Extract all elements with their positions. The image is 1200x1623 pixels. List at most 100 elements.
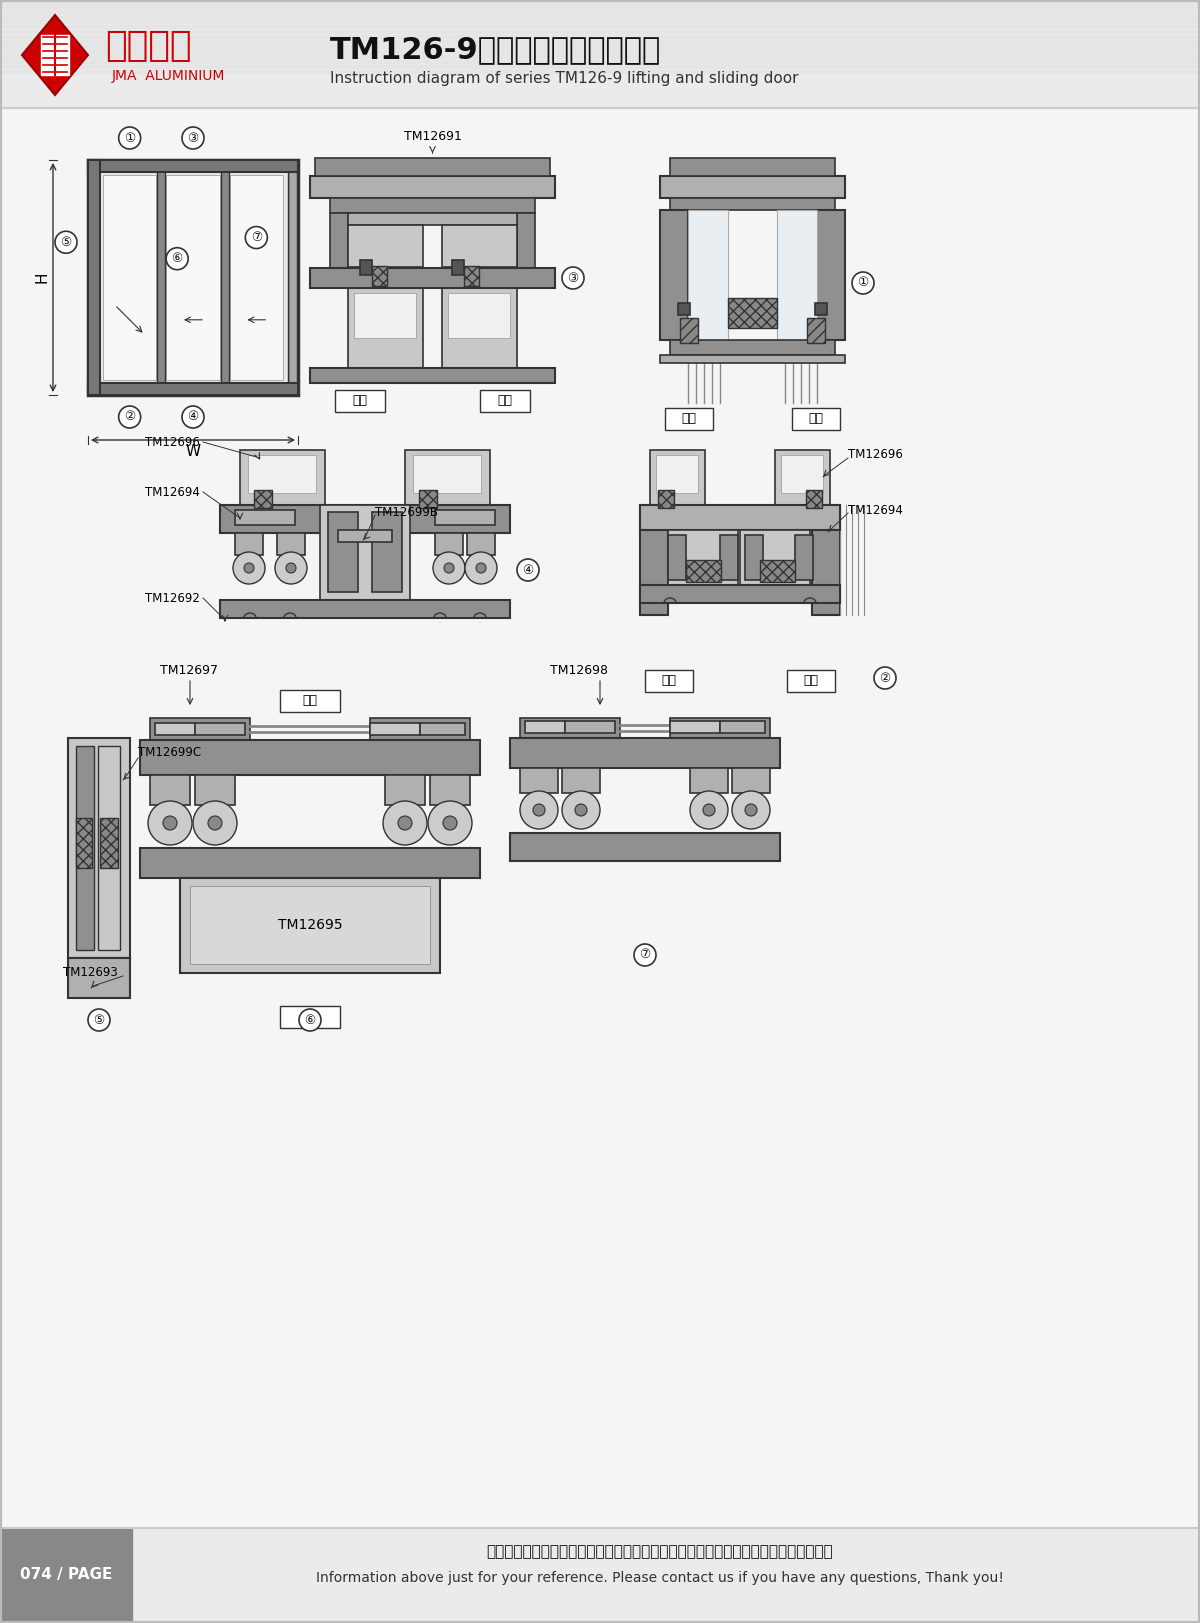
- Bar: [781, 454, 823, 493]
- Bar: [0, 60, 1200, 63]
- Bar: [0, 45, 1200, 49]
- Bar: [670, 157, 835, 175]
- Text: ③: ③: [568, 271, 578, 284]
- Bar: [140, 740, 480, 776]
- Bar: [370, 722, 420, 735]
- Text: ①: ①: [124, 131, 136, 144]
- Circle shape: [732, 790, 770, 829]
- Circle shape: [286, 563, 296, 573]
- Bar: [448, 294, 510, 338]
- Circle shape: [244, 563, 254, 573]
- Bar: [385, 776, 425, 805]
- Circle shape: [575, 803, 587, 816]
- Text: TM12698: TM12698: [550, 664, 608, 677]
- Circle shape: [520, 790, 558, 829]
- Bar: [0, 36, 1200, 37]
- Text: ②: ②: [124, 411, 136, 424]
- Bar: [668, 536, 686, 579]
- Bar: [98, 747, 120, 949]
- Bar: [670, 717, 770, 738]
- Bar: [0, 0, 1200, 3]
- Bar: [520, 768, 558, 794]
- Text: TM12697: TM12697: [160, 664, 218, 677]
- Bar: [100, 818, 118, 868]
- Bar: [0, 15, 1200, 18]
- Bar: [0, 24, 1200, 28]
- Bar: [442, 226, 517, 268]
- Bar: [520, 717, 620, 738]
- Bar: [660, 355, 845, 364]
- Bar: [254, 490, 272, 508]
- Text: H: H: [35, 271, 49, 284]
- Text: ⑤: ⑤: [94, 1013, 104, 1026]
- Circle shape: [443, 816, 457, 829]
- Circle shape: [562, 268, 584, 289]
- Bar: [88, 161, 100, 394]
- Text: 室内: 室内: [353, 394, 367, 407]
- Bar: [98, 170, 161, 385]
- Bar: [688, 209, 728, 339]
- Text: ④: ④: [187, 411, 199, 424]
- Bar: [436, 532, 463, 555]
- Circle shape: [476, 563, 486, 573]
- Bar: [310, 175, 554, 198]
- Bar: [650, 450, 706, 505]
- Bar: [88, 161, 298, 394]
- Bar: [442, 287, 517, 368]
- Bar: [670, 721, 720, 734]
- Text: ⑤: ⑤: [60, 235, 72, 248]
- Bar: [68, 738, 130, 958]
- Bar: [348, 287, 424, 368]
- Circle shape: [182, 406, 204, 428]
- Text: Information above just for your reference. Please contact us if you have any que: Information above just for your referenc…: [316, 1571, 1004, 1586]
- Bar: [419, 490, 437, 508]
- Text: TM12693: TM12693: [64, 967, 118, 980]
- Text: TM12691: TM12691: [403, 130, 462, 143]
- Bar: [562, 768, 600, 794]
- Bar: [806, 490, 822, 508]
- Bar: [221, 170, 229, 385]
- Circle shape: [433, 552, 466, 584]
- Text: ②: ②: [880, 672, 890, 685]
- Bar: [464, 266, 479, 286]
- Bar: [670, 339, 835, 355]
- Bar: [157, 170, 166, 385]
- Bar: [660, 175, 845, 198]
- Bar: [745, 536, 763, 579]
- Bar: [310, 368, 554, 383]
- Bar: [778, 209, 817, 339]
- Bar: [0, 50, 1200, 54]
- Bar: [348, 226, 424, 268]
- Bar: [565, 721, 616, 734]
- Text: ⑥: ⑥: [305, 1013, 316, 1026]
- Text: ⑦: ⑦: [640, 948, 650, 961]
- Bar: [670, 198, 835, 209]
- Bar: [678, 304, 690, 315]
- Bar: [0, 41, 1200, 42]
- Bar: [328, 511, 358, 592]
- Bar: [76, 818, 92, 868]
- Bar: [88, 383, 298, 394]
- Text: 室外: 室外: [302, 1011, 318, 1024]
- Bar: [220, 505, 510, 532]
- Bar: [372, 511, 402, 592]
- Bar: [728, 299, 778, 328]
- Bar: [640, 505, 668, 615]
- Text: TM126-9系列提升推拉门结构图: TM126-9系列提升推拉门结构图: [330, 36, 661, 65]
- Text: Instruction diagram of series TM126-9 lifting and sliding door: Instruction diagram of series TM126-9 li…: [330, 70, 798, 86]
- Circle shape: [119, 127, 140, 149]
- Bar: [817, 209, 845, 339]
- Bar: [180, 878, 440, 974]
- Bar: [720, 536, 738, 579]
- Bar: [190, 886, 430, 964]
- Bar: [76, 747, 94, 949]
- Bar: [280, 690, 340, 712]
- Bar: [812, 505, 840, 615]
- Text: TM12695: TM12695: [277, 919, 342, 932]
- Bar: [0, 55, 1200, 58]
- Bar: [314, 157, 550, 175]
- Bar: [467, 532, 496, 555]
- Bar: [140, 847, 480, 878]
- Bar: [310, 268, 554, 287]
- Text: TM12694: TM12694: [145, 485, 200, 498]
